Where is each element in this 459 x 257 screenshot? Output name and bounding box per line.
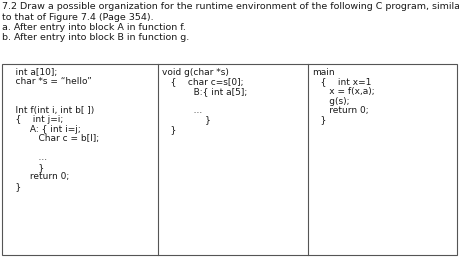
Text: return 0;: return 0; (4, 172, 69, 181)
Text: a. After entry into block A in function f.: a. After entry into block A in function … (2, 23, 186, 32)
Text: void g(char *s): void g(char *s) (162, 68, 229, 77)
Text: int a[10];: int a[10]; (4, 68, 57, 77)
Text: main: main (312, 68, 335, 77)
Text: ...: ... (4, 153, 47, 162)
Text: B:{ int a[5];: B:{ int a[5]; (162, 87, 247, 96)
Text: char *s = “hello”: char *s = “hello” (4, 78, 92, 87)
Text: {    int j=i;: { int j=i; (4, 115, 63, 124)
Text: Char c = b[I];: Char c = b[I]; (4, 134, 99, 143)
Text: }: } (312, 115, 326, 124)
Text: to that of Figure 7.4 (Page 354).: to that of Figure 7.4 (Page 354). (2, 13, 154, 22)
Text: x = f(x,a);: x = f(x,a); (312, 87, 375, 96)
Text: }: } (4, 182, 21, 191)
Text: }: } (162, 115, 211, 124)
Text: 7.2 Draw a possible organization for the runtime environment of the following C : 7.2 Draw a possible organization for the… (2, 2, 459, 11)
Text: return 0;: return 0; (312, 106, 369, 115)
Text: g(s);: g(s); (312, 96, 349, 106)
FancyBboxPatch shape (2, 64, 457, 255)
Text: Int f(int i, int b[ ]): Int f(int i, int b[ ]) (4, 106, 94, 115)
Text: A: { int i=j;: A: { int i=j; (4, 125, 81, 134)
Text: }: } (4, 163, 44, 172)
Text: ...: ... (162, 106, 202, 115)
Text: b. After entry into block B in function g.: b. After entry into block B in function … (2, 33, 189, 42)
Text: {    char c=s[0];: { char c=s[0]; (162, 78, 244, 87)
Text: {    int x=1: { int x=1 (312, 78, 371, 87)
Text: }: } (162, 125, 176, 134)
